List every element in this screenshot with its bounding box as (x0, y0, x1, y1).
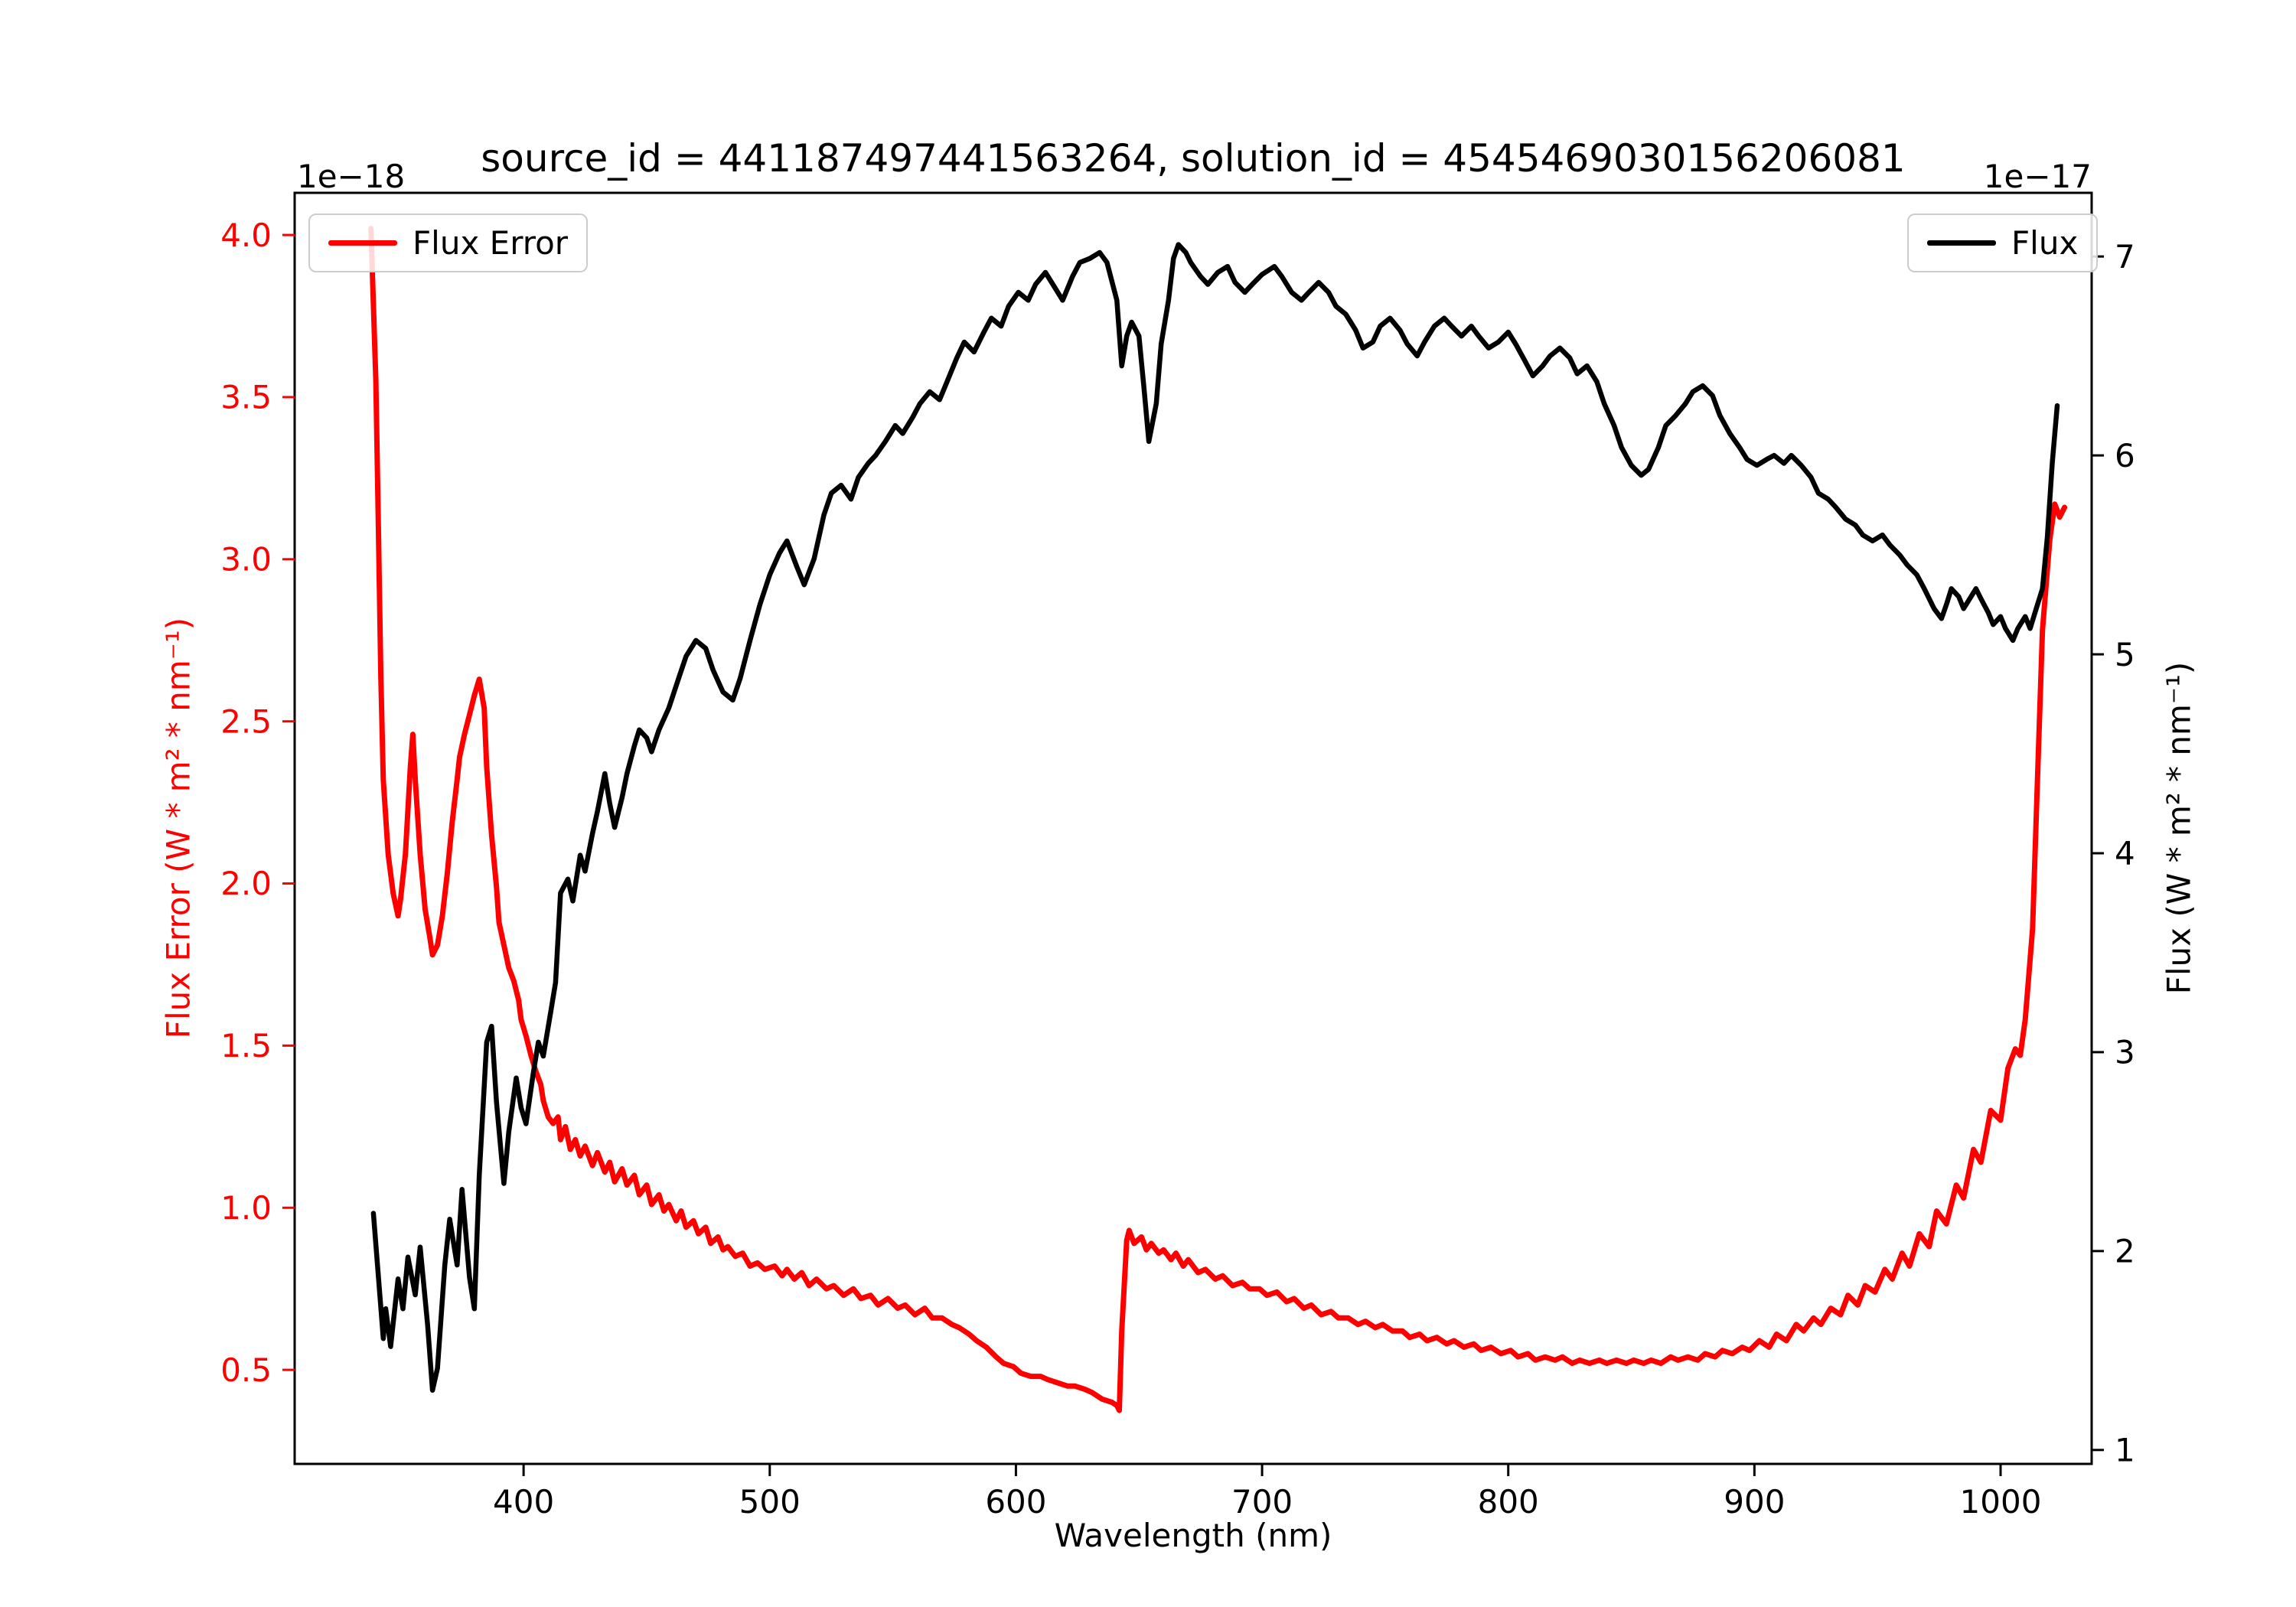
left-y-tick-label: 1.5 (220, 1027, 272, 1064)
right-y-tick-label: 5 (2115, 636, 2135, 673)
series-flux-error (368, 226, 2068, 1413)
left-y-tick-label: 4.0 (220, 217, 272, 254)
x-tick-label: 1000 (1960, 1483, 2042, 1521)
right-y-axis-label: Flux (W * m² * nm⁻¹) (2160, 661, 2198, 995)
x-axis-label: Wavelength (nm) (1054, 1517, 1332, 1554)
x-tick-label: 800 (1478, 1483, 1539, 1521)
left-y-tick-label: 3.5 (220, 379, 272, 416)
legend-flux-error: Flux Error (308, 214, 589, 272)
chart-title: source_id = 441187497441563264, solution… (481, 136, 1906, 181)
plot-frame (293, 191, 2093, 1465)
flux-error-line-sample (328, 240, 397, 246)
flux-line-sample (1927, 240, 1996, 246)
legend-flux-label: Flux (2011, 224, 2079, 262)
x-tick-label: 900 (1724, 1483, 1785, 1521)
x-tick-label: 500 (739, 1483, 801, 1521)
right-y-tick-label: 6 (2115, 437, 2135, 474)
left-y-axis-label: Flux Error (W * m² * nm⁻¹) (159, 617, 197, 1039)
right-y-tick-label: 4 (2115, 835, 2135, 872)
left-axis-offset-text: 1e−18 (297, 158, 406, 195)
right-y-tick-label: 3 (2115, 1034, 2135, 1071)
x-tick-label: 700 (1231, 1483, 1293, 1521)
right-y-tick-label: 1 (2115, 1432, 2135, 1469)
left-y-tick-label: 2.5 (220, 702, 272, 740)
right-y-tick-label: 7 (2115, 238, 2135, 275)
series-flux (370, 242, 2060, 1393)
x-tick-label: 600 (985, 1483, 1046, 1521)
x-tick-label: 400 (493, 1483, 554, 1521)
left-y-tick-label: 3.0 (220, 541, 272, 579)
right-y-tick-label: 2 (2115, 1233, 2135, 1270)
legend-flux-error-label: Flux Error (413, 224, 569, 262)
left-y-tick-label: 0.5 (220, 1351, 272, 1389)
left-y-tick-label: 2.0 (220, 865, 272, 902)
legend-flux: Flux (1907, 214, 2099, 272)
left-y-tick-label: 1.0 (220, 1189, 272, 1227)
right-axis-offset-text: 1e−17 (1983, 158, 2092, 195)
